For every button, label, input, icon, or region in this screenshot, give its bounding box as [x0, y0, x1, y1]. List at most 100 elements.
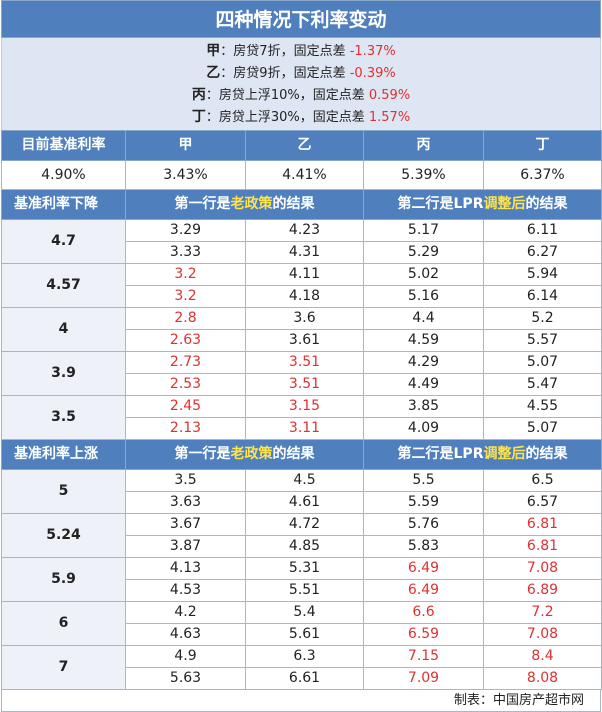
rate-cell: 5.63 — [125, 667, 246, 690]
rate-cell: 3.87 — [125, 535, 246, 558]
rate-cell: 6.3 — [245, 645, 364, 668]
rate-cell: 5.83 — [363, 535, 484, 558]
scenario-desc: 房贷9折，固定点差 — [233, 66, 346, 81]
footer-credit: 制表：中国房产超市网 — [1, 690, 601, 712]
table-row: 2.63 3.61 4.59 5.57 — [2, 329, 602, 352]
base-rate-label: 3.9 — [1, 351, 126, 396]
rate-cell: 2.8 — [125, 307, 246, 330]
base-rate-label: 7 — [1, 645, 126, 690]
rate-cell: 5.31 — [245, 557, 364, 580]
section-note-lpr: 第二行是LPR调整后的结果 — [363, 439, 602, 470]
rate-cell: 6.81 — [483, 535, 602, 558]
rate-cell: 5.2 — [483, 307, 602, 330]
rate-cell: 2.53 — [125, 373, 246, 396]
scenario-value: 1.57% — [368, 110, 411, 125]
table-row: 7 4.9 6.3 7.15 8.4 — [1, 645, 602, 690]
rate-cell: 5.94 — [483, 263, 602, 286]
note-text: 的结果 — [525, 446, 568, 462]
rate-cell: 5.76 — [363, 513, 484, 536]
rate-cell: 4.23 — [245, 219, 364, 242]
scenario-line: 丙：房贷上浮10%，固定点差 0.59% — [191, 87, 411, 103]
rate-cell: 4.09 — [363, 417, 484, 440]
page-title: 四种情况下利率变动 — [1, 0, 601, 38]
rate-cell: 4.49 — [363, 373, 484, 396]
rate-cell: 4.53 — [125, 579, 246, 602]
rate-cell: 4.85 — [245, 535, 364, 558]
rate-table: 目前基准利率 甲 乙 丙 丁 4.90% 3.43% 4.41% 5.39% 6… — [1, 130, 602, 690]
base-rate-value: 4.90% — [1, 160, 126, 190]
rate-cell: 3.2 — [125, 285, 246, 308]
scenario-line: 甲：房贷7折，固定点差 -1.37% — [206, 43, 396, 59]
section-note-lpr: 第二行是LPR调整后的结果 — [363, 189, 602, 220]
section-header-row: 基准利率下降 第一行是老政策的结果 第二行是LPR调整后的结果 — [1, 189, 602, 220]
table-row: 3.87 4.85 5.83 6.81 — [2, 535, 602, 558]
rate-cell: 6.49 — [363, 579, 484, 602]
scenario-info: 甲：房贷7折，固定点差 -1.37% 乙：房贷9折，固定点差 -0.39% 丙：… — [1, 38, 601, 130]
rate-cell: 4.55 — [483, 395, 602, 418]
rate-cell: 6.81 — [483, 513, 602, 536]
rate-cell: 3.2 — [125, 263, 246, 286]
rate-cell: 3.51 — [245, 351, 364, 374]
rate-cell: 3.29 — [125, 219, 246, 242]
rate-cell: 3.67 — [125, 513, 246, 536]
scenario-value: -1.37% — [349, 44, 396, 59]
base-rate-label: 5.9 — [1, 557, 126, 602]
scenario-name: 丁 — [191, 109, 206, 125]
section-note-old-policy: 第一行是老政策的结果 — [125, 189, 364, 220]
rate-cell: 7.08 — [483, 623, 602, 646]
note-text: 的结果 — [272, 196, 315, 212]
rate-cell: 2.13 — [125, 417, 246, 440]
rate-cell: 5.07 — [483, 417, 602, 440]
base-rate-label: 5 — [1, 469, 126, 514]
scenario-line: 乙：房贷9折，固定点差 -0.39% — [206, 65, 396, 81]
rate-cell: 5.07 — [483, 351, 602, 374]
base-rate-label: 4.7 — [1, 219, 126, 264]
rate-cell: 6.59 — [363, 623, 484, 646]
rate-cell: 2.45 — [125, 395, 246, 418]
scenario-desc: 房贷上浮30%，固定点差 — [218, 110, 365, 125]
rate-cell: 5.59 — [363, 491, 484, 514]
scenario-value: -0.39% — [349, 66, 396, 81]
current-value: 3.43% — [125, 160, 246, 190]
rate-cell: 4.13 — [125, 557, 246, 580]
rate-cell: 4.4 — [363, 307, 484, 330]
rate-cell: 2.73 — [125, 351, 246, 374]
base-rate-label: 3.5 — [1, 395, 126, 440]
rate-cell: 2.63 — [125, 329, 246, 352]
rate-cell: 4.31 — [245, 241, 364, 264]
rate-cell: 5.4 — [245, 601, 364, 624]
rate-cell: 6.6 — [363, 601, 484, 624]
rate-cell: 5.16 — [363, 285, 484, 308]
table-row: 4 2.8 3.6 4.4 5.2 — [1, 307, 602, 352]
rate-cell: 4.59 — [363, 329, 484, 352]
column-header: 甲 — [125, 130, 246, 161]
rate-cell: 6.89 — [483, 579, 602, 602]
section-header-row: 基准利率上涨 第一行是老政策的结果 第二行是LPR调整后的结果 — [1, 439, 602, 470]
table-row: 3.9 2.73 3.51 4.29 5.07 — [1, 351, 602, 396]
rate-cell: 5.29 — [363, 241, 484, 264]
section-title: 基准利率上涨 — [1, 439, 126, 470]
note-text: 第二行是LPR — [397, 196, 484, 212]
rate-cell: 6.49 — [363, 557, 484, 580]
note-text: 第二行是LPR — [397, 446, 484, 462]
rate-cell: 8.08 — [483, 667, 602, 690]
scenario-name: 丙 — [191, 87, 206, 103]
rate-cell: 6.11 — [483, 219, 602, 242]
section-note-old-policy: 第一行是老政策的结果 — [125, 439, 364, 470]
table-row: 2.53 3.51 4.49 5.47 — [2, 373, 602, 396]
scenario-name: 甲 — [206, 43, 221, 59]
table-row: 3.5 2.45 3.15 3.85 4.55 — [1, 395, 602, 440]
table-row: 4.7 3.29 4.23 5.17 6.11 — [1, 219, 602, 264]
rate-cell: 4.9 — [125, 645, 246, 668]
note-text: 第一行是 — [174, 196, 231, 212]
table-row: 5.24 3.67 4.72 5.76 6.81 — [1, 513, 602, 558]
rate-cell: 4.18 — [245, 285, 364, 308]
rate-cell: 6.14 — [483, 285, 602, 308]
rate-cell: 3.63 — [125, 491, 246, 514]
scenario-desc: 房贷上浮10%，固定点差 — [218, 88, 365, 103]
base-rate-label: 4 — [1, 307, 126, 352]
table-row: 6 4.2 5.4 6.6 7.2 — [1, 601, 602, 646]
current-value: 6.37% — [483, 160, 602, 190]
note-highlight: 调整后 — [483, 196, 526, 212]
column-header: 丙 — [363, 130, 484, 161]
